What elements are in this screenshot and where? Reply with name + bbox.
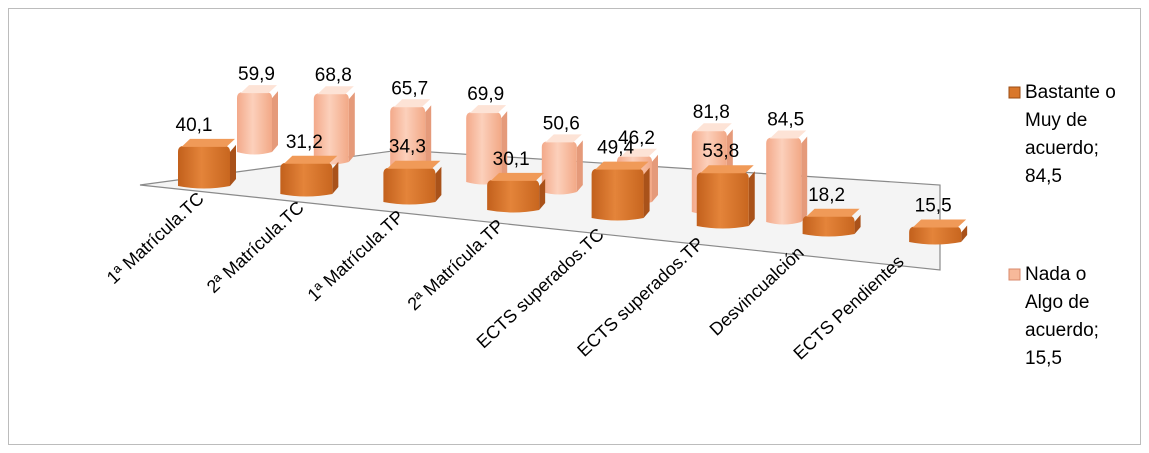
- bar-nada-8: [766, 130, 808, 225]
- bar-bastante-3: [383, 160, 442, 205]
- bar-front: [383, 167, 436, 205]
- bar-side: [801, 136, 808, 222]
- legend-entry-2: Nada o Algo de acuerdo; 15,5: [1008, 264, 1099, 369]
- legend-text: Bastante o: [1025, 82, 1116, 103]
- legend-text: Muy de: [1025, 110, 1087, 131]
- bar-side: [748, 171, 755, 226]
- legend-swatch: [1008, 86, 1021, 99]
- data-label-nada: 81,8: [693, 102, 730, 123]
- bar-top: [387, 160, 441, 169]
- data-label-bastante: 18,2: [808, 185, 845, 206]
- bar-front: [237, 92, 272, 155]
- legend-text: acuerdo;: [1025, 320, 1099, 341]
- bar-top: [490, 172, 545, 181]
- bar-top: [545, 134, 582, 143]
- bar-top: [393, 99, 431, 108]
- bar-top: [317, 86, 354, 95]
- data-label-bastante: 34,3: [389, 137, 426, 158]
- bar-bastante-1: [178, 138, 236, 189]
- category-label: Desvincualción: [706, 242, 808, 339]
- bar-front: [466, 112, 502, 185]
- bar-side: [539, 178, 546, 210]
- data-label-nada: 68,8: [315, 65, 352, 86]
- bar-side: [652, 154, 658, 202]
- bar-front: [909, 226, 962, 245]
- bar-top: [240, 85, 277, 94]
- category-label: 1ª Matrícula.TC: [103, 188, 208, 288]
- data-label-nada: 50,6: [543, 113, 580, 134]
- bar-side: [230, 144, 236, 186]
- category-label: 2ª Matrícula.TC: [203, 197, 308, 297]
- bar-bastante-7: [802, 208, 861, 237]
- data-label-bastante: 30,1: [493, 149, 530, 170]
- bar-bastante-5: [591, 161, 650, 221]
- category-label: ECTS superados.TP: [573, 233, 707, 360]
- bar-top: [806, 208, 860, 217]
- bar-side: [348, 92, 355, 162]
- data-label-bastante: 31,2: [286, 132, 323, 153]
- legend-text: Nada o: [1025, 264, 1086, 285]
- legend-text: Algo de: [1025, 292, 1089, 313]
- bar-top: [469, 105, 507, 114]
- category-label: 2ª Matrícula.TP: [404, 215, 508, 314]
- bar-bastante-2: [280, 155, 339, 197]
- legend-text: 15,5: [1025, 348, 1062, 369]
- bar-front: [178, 145, 230, 189]
- data-label-nada: 59,9: [238, 64, 275, 85]
- bar-front: [766, 137, 802, 225]
- legend-entry-1: Bastante o Muy de acuerdo; 84,5: [1008, 82, 1116, 187]
- legend-swatch: [1008, 268, 1021, 281]
- bar-side: [961, 225, 968, 242]
- data-label-bastante: 15,5: [915, 196, 952, 217]
- bar-nada-2: [313, 86, 355, 165]
- data-label-nada: 84,5: [767, 110, 804, 131]
- data-label-nada: 69,9: [467, 84, 504, 105]
- bar-top: [912, 219, 967, 228]
- bar-nada-3: [390, 99, 432, 175]
- bar-top: [283, 155, 338, 164]
- bar-nada-5: [541, 134, 583, 195]
- bar-front: [696, 172, 749, 229]
- data-label-bastante: 53,8: [702, 141, 739, 162]
- bar-side: [501, 111, 508, 182]
- bar-front: [802, 215, 855, 237]
- bar-top: [181, 138, 235, 147]
- bar-bastante-8: [909, 219, 968, 245]
- bar-side: [435, 166, 442, 202]
- data-label-nada: 65,7: [391, 78, 428, 99]
- bar-top: [695, 123, 732, 132]
- bar-front: [313, 93, 349, 165]
- bar-top: [769, 130, 807, 139]
- bar-side: [272, 91, 278, 152]
- data-label-nada: 46,2: [618, 128, 655, 149]
- bar-front: [487, 179, 540, 213]
- bar-nada-1: [237, 85, 278, 155]
- bar-front: [390, 106, 426, 175]
- data-label-bastante: 40,1: [176, 115, 213, 136]
- bar-top: [700, 165, 754, 174]
- bar-side: [332, 161, 339, 194]
- bar-side: [643, 167, 650, 218]
- bar-top: [595, 161, 649, 170]
- bar-side: [854, 214, 861, 234]
- bar-side: [576, 140, 583, 192]
- bar-top: [620, 148, 657, 157]
- data-label-bastante: 49,4: [597, 138, 634, 159]
- bar-front: [591, 168, 644, 221]
- bar-side: [425, 105, 432, 172]
- bar-bastante-6: [696, 165, 755, 229]
- legend-text: 84,5: [1025, 166, 1062, 187]
- bar-nada-4: [466, 105, 508, 185]
- category-label: ECTS Pendientes: [789, 251, 907, 363]
- bar-bastante-4: [487, 172, 546, 213]
- legend-text: acuerdo;: [1025, 138, 1099, 159]
- category-label: 1ª Matrícula.TP: [304, 206, 408, 305]
- bar-front: [280, 162, 333, 197]
- bar-front: [541, 141, 577, 195]
